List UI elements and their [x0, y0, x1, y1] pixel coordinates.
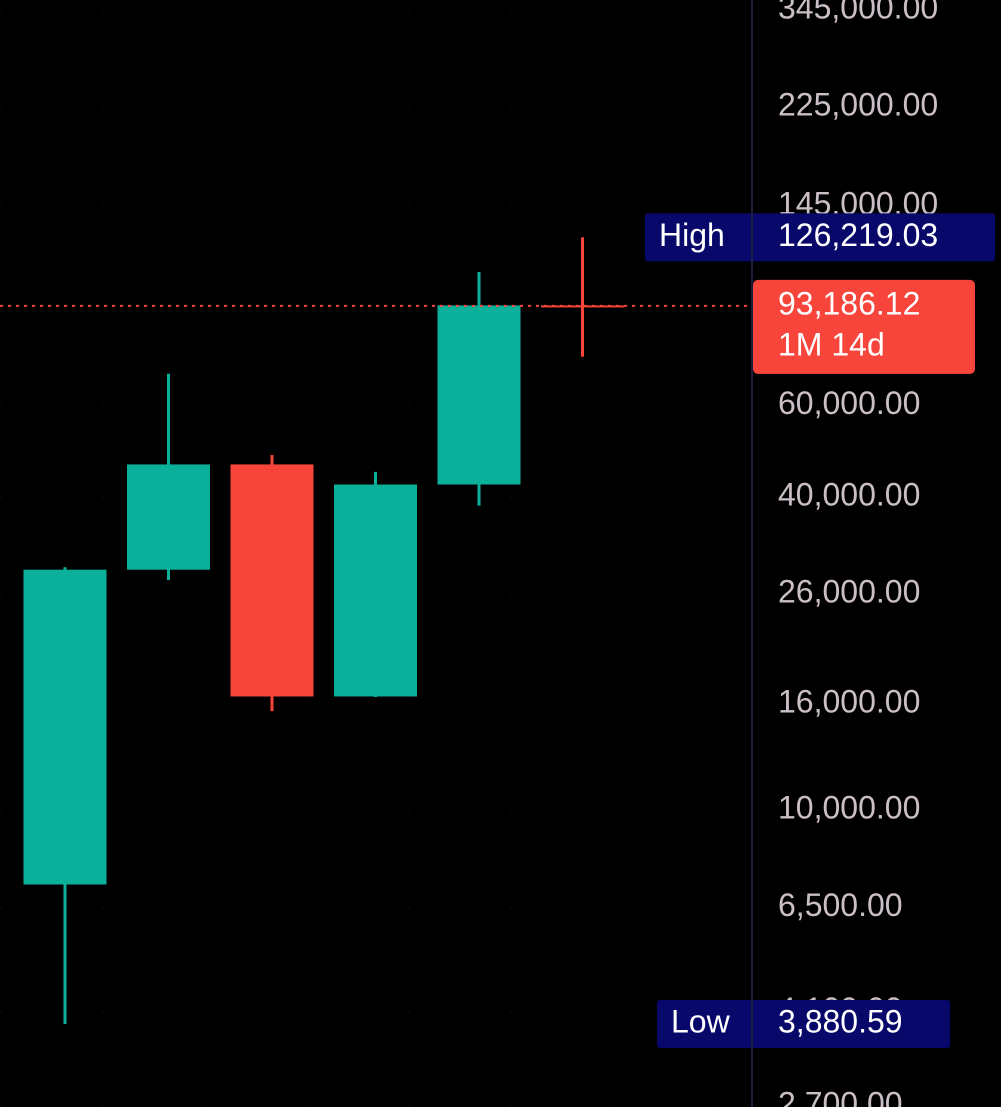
candle-body — [437, 305, 521, 485]
marker-box — [645, 213, 995, 262]
y-tick-label: 225,000.00 — [778, 86, 938, 122]
y-tick-label: 2,700.00 — [778, 1085, 903, 1107]
marker-label: High — [659, 217, 725, 253]
y-tick-label: 60,000.00 — [778, 385, 920, 421]
marker-box — [657, 999, 950, 1048]
last-price-box — [753, 279, 975, 374]
countdown-label: 1M 14d — [778, 326, 885, 362]
marker-value: 3,880.59 — [778, 1003, 903, 1039]
marker-value: 126,219.03 — [778, 217, 938, 253]
last-price-label: 93,186.12 — [778, 285, 920, 321]
y-tick-label: 6,500.00 — [778, 887, 903, 923]
y-tick-label: 16,000.00 — [778, 683, 920, 719]
candle-body — [541, 305, 624, 308]
y-tick-label: 10,000.00 — [778, 790, 920, 826]
candle-body — [127, 464, 210, 570]
candle-body — [230, 464, 314, 697]
y-tick-label: 345,000.00 — [778, 0, 938, 26]
y-tick-label: 40,000.00 — [778, 476, 920, 512]
candle-body — [334, 484, 417, 697]
y-tick-label: 26,000.00 — [778, 574, 920, 610]
marker-label: Low — [671, 1003, 731, 1039]
candle-body — [23, 569, 107, 885]
